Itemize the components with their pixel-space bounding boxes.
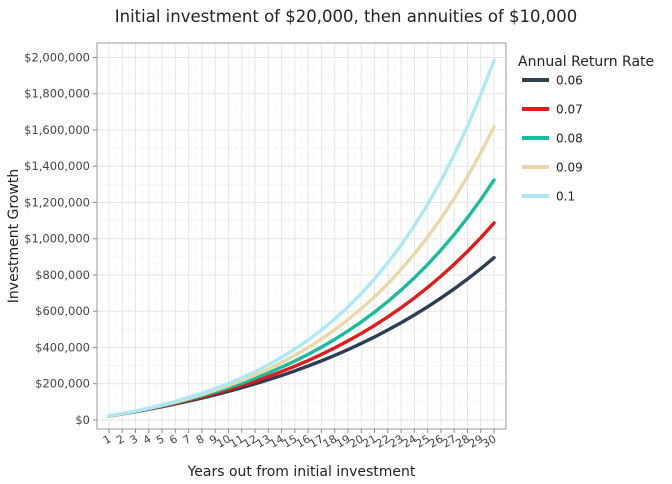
x-tick-label: 18 [321, 432, 340, 450]
y-tick-label: $1,800,000 [24, 87, 90, 101]
x-tick-label: 4 [141, 432, 154, 447]
x-axis-label: Years out from initial investment [187, 464, 416, 480]
x-tick-label: 22 [374, 432, 393, 450]
x-tick-label: 13 [254, 432, 273, 450]
y-axis-label: Investment Growth [6, 169, 22, 303]
x-tick-label: 8 [194, 432, 207, 447]
x-tick-label: 12 [241, 432, 260, 450]
x-tick-label: 16 [294, 432, 313, 450]
y-tick-label: $0 [75, 413, 90, 427]
plot-border [96, 42, 507, 430]
legend-label-0.08: 0.08 [556, 132, 583, 146]
y-tick-label: $1,600,000 [24, 123, 90, 137]
x-tick-label: 29 [467, 432, 486, 450]
y-tick-label: $600,000 [35, 304, 90, 318]
x-tick-label: 30 [480, 432, 499, 450]
x-tick-label: 24 [400, 432, 419, 450]
x-tick-label: 23 [387, 432, 406, 450]
x-tick-label: 15 [281, 432, 300, 450]
x-tick-label: 5 [154, 432, 167, 447]
x-tick-label: 26 [427, 432, 446, 450]
y-tick-label: $2,000,000 [24, 50, 90, 64]
legend-title: Annual Return Rate [518, 54, 654, 70]
x-tick-label: 3 [127, 432, 140, 447]
x-tick-label: 11 [228, 432, 247, 450]
y-tick-label: $1,000,000 [24, 232, 90, 246]
legend-label-0.07: 0.07 [556, 103, 583, 117]
x-tick-label: 6 [167, 432, 180, 447]
x-tick-label: 20 [347, 432, 366, 450]
y-tick-label: $200,000 [35, 377, 90, 391]
x-tick-label: 17 [307, 432, 326, 450]
x-tick-label: 1 [101, 432, 114, 447]
x-tick-label: 25 [414, 432, 433, 450]
series-line-0.1 [107, 58, 496, 418]
legend-label-0.06: 0.06 [556, 74, 583, 88]
x-tick-label: 7 [181, 432, 194, 447]
chart-title: Initial investment of $20,000, then annu… [115, 7, 577, 26]
x-tick-label: 21 [360, 432, 379, 450]
y-tick-label: $800,000 [35, 268, 90, 282]
x-tick-label: 14 [267, 432, 286, 450]
x-tick-label: 27 [440, 432, 459, 450]
x-tick-label: 10 [214, 432, 233, 450]
x-tick-label: 2 [114, 432, 127, 447]
legend-label-0.1: 0.1 [556, 190, 575, 204]
legend-label-0.09: 0.09 [556, 161, 583, 175]
y-tick-label: $1,200,000 [24, 195, 90, 209]
y-tick-label: $400,000 [35, 340, 90, 354]
x-tick-label: 28 [453, 432, 472, 450]
y-tick-label: $1,400,000 [24, 159, 90, 173]
x-tick-label: 19 [334, 432, 353, 450]
